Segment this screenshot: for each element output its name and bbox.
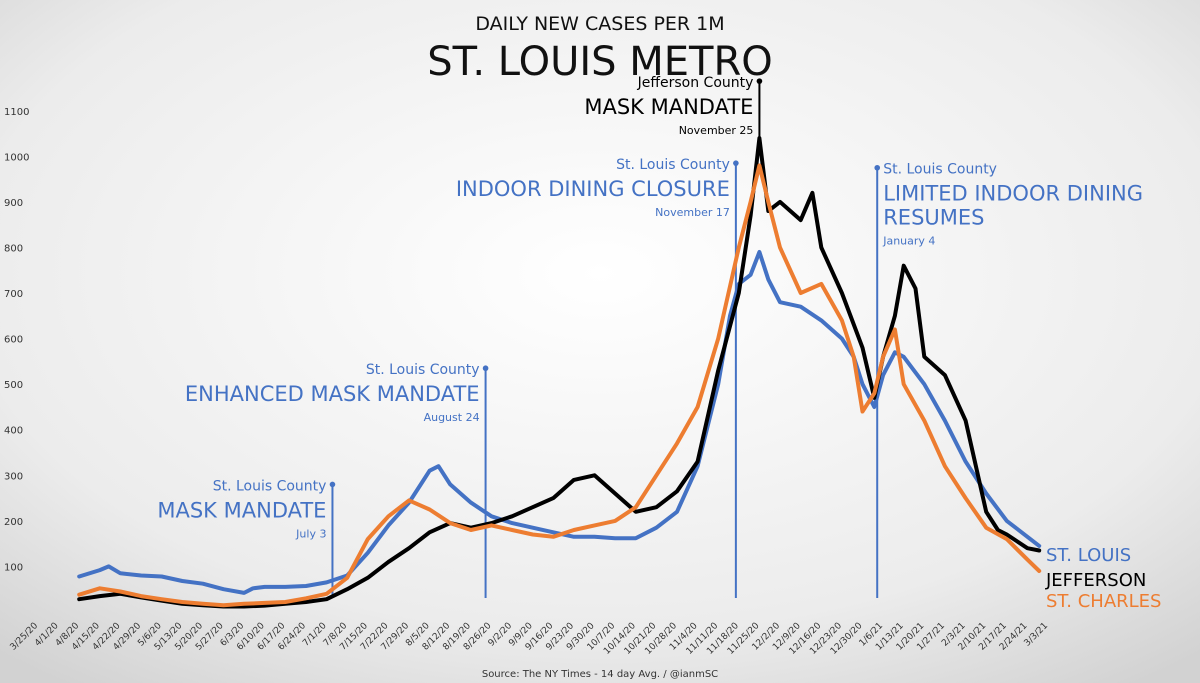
annotation-headline: RESUMES: [883, 206, 984, 230]
annotation-headline: MASK MANDATE: [584, 95, 753, 119]
annotation-label: St. Louis County: [213, 478, 327, 494]
annotation-label: St. Louis County: [366, 362, 480, 378]
y-tick-label: 400: [4, 426, 23, 437]
y-tick-label: 200: [4, 517, 23, 528]
series-line: [77, 250, 1042, 595]
legend-label: ST. LOUIS: [1046, 545, 1131, 566]
annotation-date: November 17: [655, 206, 730, 219]
annotation-marker: [482, 365, 489, 372]
annotation-headline: MASK MANDATE: [157, 498, 326, 522]
y-tick-label: 900: [4, 198, 23, 209]
annotation-marker: [756, 78, 763, 84]
y-tick-label: 500: [4, 380, 23, 391]
y-tick-label: 800: [4, 243, 23, 254]
y-tick-label: 600: [4, 335, 23, 346]
annotation: St. Louis County MASK MANDATE July 3: [157, 478, 336, 598]
annotation: St. Louis County LIMITED INDOOR DININGRES…: [874, 162, 1143, 598]
y-tick-label: 1000: [4, 152, 29, 163]
chart-subtitle: DAILY NEW CASES PER 1M: [475, 13, 724, 35]
y-axis: 100 200 300 400 500 600 700 800 900 1000 1100: [4, 107, 29, 574]
annotation-headline: LIMITED INDOOR DINING: [883, 182, 1143, 206]
legend-label: ST. CHARLES: [1046, 591, 1161, 612]
y-tick-label: 1100: [4, 107, 29, 118]
annotation: St. Louis County INDOOR DINING CLOSURE Nov…: [456, 157, 739, 598]
annotation-headline: INDOOR DINING CLOSURE: [456, 177, 730, 201]
annotation-date: November 25: [679, 124, 754, 137]
legend-label: JEFFERSON: [1045, 570, 1146, 591]
annotation-date: July 3: [295, 527, 326, 540]
source-note: Source: The NY Times - 14 day Avg. / @ia…: [482, 669, 718, 680]
y-tick-label: 700: [4, 289, 23, 300]
annotation: St. Louis County ENHANCED MASK MANDATE Aug…: [185, 362, 489, 598]
annotation-marker: [329, 481, 336, 488]
annotation-date: August 24: [424, 411, 480, 424]
series-line: [77, 136, 1042, 609]
series-line: [77, 163, 1042, 608]
y-tick-label: 300: [4, 471, 23, 482]
chart-title: ST. LOUIS METRO: [427, 39, 773, 85]
annotation-date: January 4: [882, 235, 935, 248]
series-lines: [77, 136, 1042, 609]
annotation-label: Jefferson County: [637, 75, 754, 91]
annotation-marker: [874, 164, 881, 171]
y-tick-label: 100: [4, 562, 23, 573]
annotation-label: St. Louis County: [616, 157, 730, 173]
annotation-label: St. Louis County: [883, 162, 997, 178]
annotation-marker: [733, 160, 739, 166]
annotation-headline: ENHANCED MASK MANDATE: [185, 382, 480, 406]
